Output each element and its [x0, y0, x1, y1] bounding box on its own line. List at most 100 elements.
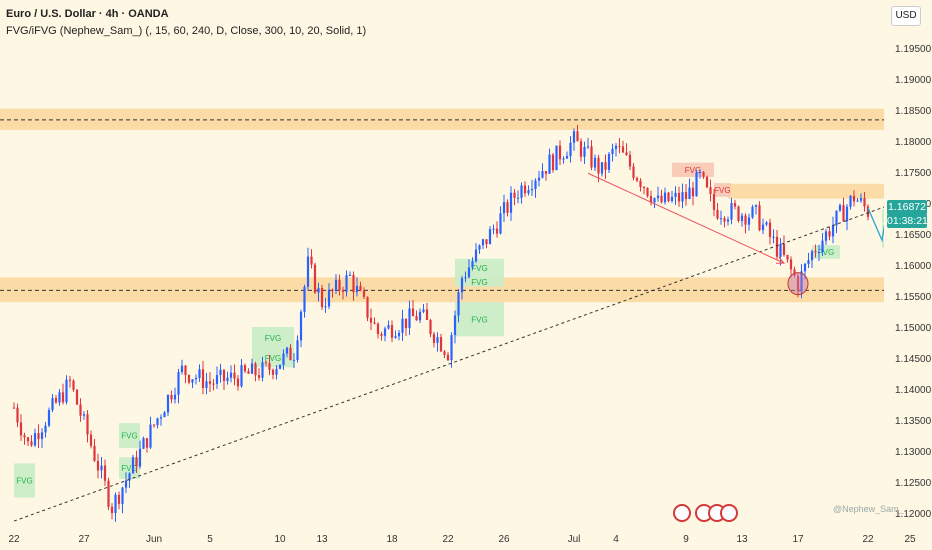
price-tick-label: 1.18500: [895, 106, 932, 117]
candle-body: [163, 412, 166, 418]
currency-button[interactable]: USD: [891, 6, 921, 26]
candle-body: [481, 239, 485, 246]
countdown-badge: 01:38:21: [887, 214, 928, 228]
candle-body: [611, 148, 614, 154]
candle-body: [502, 202, 506, 214]
candle-body: [796, 275, 800, 292]
candle-body: [418, 311, 422, 321]
candle-body: [723, 218, 726, 222]
candle-body: [758, 205, 761, 231]
price-scale-bg[interactable]: [884, 0, 932, 550]
candle-body: [100, 465, 103, 471]
fvg-label: FVG: [714, 186, 730, 195]
candle-body: [523, 185, 527, 194]
candle-body: [75, 389, 79, 405]
candles-layer: [12, 124, 870, 522]
candle-body: [198, 369, 201, 378]
candle-body: [670, 196, 674, 202]
candle-body: [513, 192, 516, 198]
candle-body: [625, 152, 628, 155]
candle-body: [366, 296, 369, 318]
candle-body: [793, 269, 796, 276]
candle-body: [65, 379, 68, 403]
time-tick-label: 27: [78, 534, 90, 545]
fvg-layer: FVGFVGFVGFVGFVGFVGFVGFVGFVGFVGFVGFVGFVGF…: [14, 162, 910, 498]
candle-body: [807, 260, 810, 264]
candle-body: [565, 156, 569, 159]
candle-body: [411, 308, 415, 317]
fvg-box: [14, 463, 35, 498]
candle-body: [737, 206, 740, 221]
candle-body: [327, 289, 331, 307]
candle-body: [408, 308, 411, 329]
candle-body: [352, 275, 355, 293]
time-tick-label: 22: [862, 534, 874, 545]
candle-body: [58, 392, 61, 403]
candle-body: [674, 192, 677, 197]
candle-body: [590, 146, 593, 168]
candle-body: [215, 375, 219, 384]
candle-body: [849, 195, 852, 207]
candle-body: [317, 288, 320, 293]
candle-body: [621, 146, 625, 153]
candle-body: [677, 192, 681, 202]
resistance-zone: [0, 108, 884, 130]
indicator-title[interactable]: FVG/iFVG (Nephew_Sam_) (, 15, 60, 240, D…: [6, 25, 367, 37]
candle-body: [681, 192, 684, 202]
candle-body: [828, 231, 831, 237]
candle-body: [26, 437, 30, 442]
candle-body: [495, 228, 499, 234]
candle-body: [684, 192, 688, 200]
fvg-box: [455, 302, 504, 337]
eu-flag-event-icon[interactable]: [720, 504, 738, 522]
candle-body: [646, 187, 649, 197]
price-tick-label: 1.15500: [895, 292, 932, 303]
fvg-label: FVG: [471, 264, 487, 273]
candle-body: [331, 289, 334, 292]
candle-body: [786, 254, 789, 260]
candle-body: [779, 244, 782, 257]
drawings-layer: [13, 172, 932, 522]
price-tick-label: 1.19000: [895, 75, 932, 86]
candle-body: [124, 480, 128, 488]
candle-body: [663, 192, 667, 203]
symbol-title[interactable]: Euro / U.S. Dollar · 4h · OANDA: [6, 8, 169, 20]
time-tick-label: 13: [316, 534, 328, 545]
candle-body: [16, 407, 19, 423]
candle-body: [800, 271, 803, 292]
zones-layer: [0, 108, 884, 303]
candle-body: [537, 177, 541, 181]
candle-body: [464, 277, 467, 279]
candle-body: [467, 267, 471, 278]
candle-body: [712, 193, 716, 210]
candle-body: [429, 319, 432, 335]
candle-body: [131, 457, 135, 474]
price-tick-label: 1.14000: [895, 385, 932, 396]
candle-body: [593, 157, 597, 168]
candle-body: [51, 398, 54, 411]
candle-body: [527, 190, 530, 194]
time-tick-label: 5: [207, 534, 213, 545]
candle-body: [544, 171, 548, 174]
candle-body: [740, 215, 744, 221]
candle-body: [397, 332, 401, 337]
candle-body: [460, 278, 464, 293]
fvg-label: FVG: [685, 166, 701, 175]
candle-body: [838, 205, 842, 211]
candle-body: [47, 410, 51, 426]
candle-body: [184, 365, 187, 376]
candle-body: [240, 365, 243, 387]
candle-body: [695, 172, 698, 197]
candle-body: [19, 422, 23, 436]
candle-body: [103, 465, 107, 481]
candle-body: [324, 306, 327, 308]
fvg-label: FVG: [265, 354, 281, 363]
candle-body: [296, 340, 299, 360]
candle-body: [142, 438, 145, 449]
support-zone: [0, 277, 884, 303]
us-flag-event-icon[interactable]: [673, 504, 691, 522]
time-tick-label: 25: [904, 534, 916, 545]
candle-body: [37, 433, 40, 440]
bearish-arrow-line: [587, 172, 785, 264]
